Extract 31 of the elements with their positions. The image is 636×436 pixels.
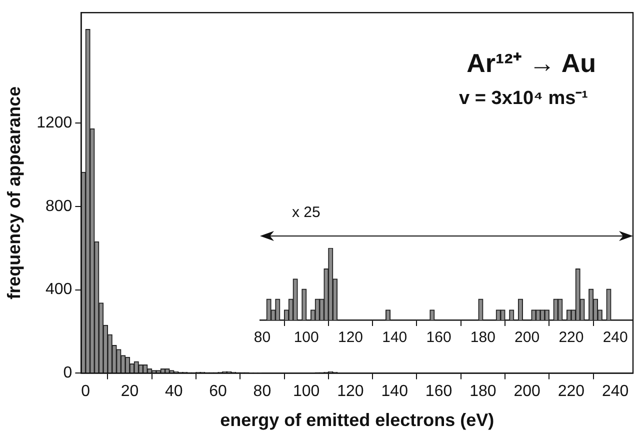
x-tick-label: 60 xyxy=(209,383,228,400)
x-tick-label: 220 xyxy=(558,329,584,346)
y-axis-title: frequency of appearance xyxy=(4,86,24,300)
x-tick-label: 200 xyxy=(514,383,540,400)
x-tick-label: 120 xyxy=(337,383,364,400)
x-tick-label: 100 xyxy=(294,329,319,346)
annotation: v = 3x10⁴ ms⁻¹ xyxy=(459,87,588,110)
y-tick-label: 1200 xyxy=(36,114,72,132)
annotation: Ar¹²⁺ → Au xyxy=(466,47,596,80)
x-tick-label: 0 xyxy=(81,383,90,400)
x-tick-label: 180 xyxy=(470,383,496,400)
x-tick-label: 80 xyxy=(254,329,271,346)
x-tick-label: 160 xyxy=(426,329,452,346)
x-tick-label: 160 xyxy=(425,383,452,400)
annotation: x 25 xyxy=(292,204,320,221)
y-tick-label: 400 xyxy=(45,281,72,298)
x-tick-label: 80 xyxy=(253,383,272,400)
y-tick-label: 0 xyxy=(63,364,72,382)
x-tick-label: 200 xyxy=(514,329,540,346)
x-tick-label: 140 xyxy=(381,383,408,400)
x-tick-label: 240 xyxy=(602,329,628,346)
x-tick-label: 40 xyxy=(165,383,183,400)
x-tick-label: 180 xyxy=(470,329,496,346)
x-tick-label: 220 xyxy=(558,383,585,400)
x-tick-label: 120 xyxy=(338,329,363,346)
x-tick-label: 20 xyxy=(120,383,139,400)
x-tick-label: 100 xyxy=(292,383,320,400)
x-tick-label: 140 xyxy=(382,329,408,346)
x-tick-label: 240 xyxy=(602,383,629,400)
y-tick-label: 800 xyxy=(45,198,72,215)
x-axis-title: energy of emitted electrons (eV) xyxy=(220,410,494,430)
